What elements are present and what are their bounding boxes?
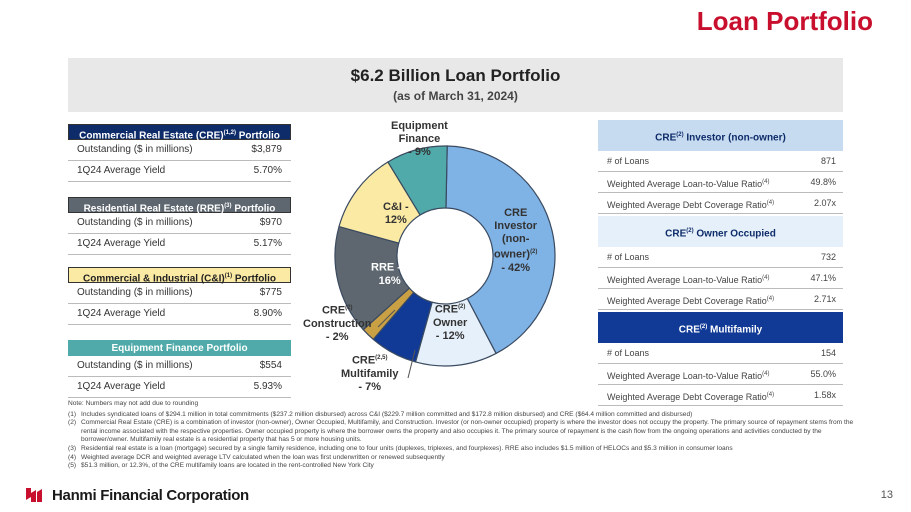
table-row: Outstanding ($ in millions) $3,879 [68,140,291,161]
table-row: 1Q24 Average Yield 5.70% [68,161,291,182]
page-number: 13 [880,489,893,501]
table-header: Commercial Real Estate (CRE)(1,2) Portfo… [68,124,291,141]
table-row: Outstanding ($ in millions) $970 [68,213,291,234]
table-header: CRE(2) Investor (non-owner) [598,120,843,151]
cre-investor-table: CRE(2) Investor (non-owner) # of Loans 87… [598,120,843,214]
company-logo: Hanmi Financial Corporation [24,486,249,504]
table-header: Commercial & Industrial (C&I)(1) Portfol… [68,267,291,284]
table-row: # of Loans 732 [598,247,843,268]
slice-label-cre-owner: CRE(2) Owner - 12% [433,303,468,342]
slice-label-cre-investor: CRE Investor (non- owner)(2) - 42% [494,207,538,274]
company-name: Hanmi Financial Corporation [52,486,249,504]
footnotes: Note: Numbers may not add due to roundin… [68,400,858,471]
table-row: 1Q24 Average Yield 5.93% [68,377,291,398]
banner-title: $6.2 Billion Loan Portfolio [350,66,561,85]
slice-label-cre-construction: CRE(2) Construction - 2% [303,304,372,343]
table-row: Outstanding ($ in millions) $775 [68,283,291,304]
table-row: Weighted Average Loan-to-Value Ratio(4) 4… [598,172,843,193]
cre-owner-occupied-table: CRE(2) Owner Occupied # of Loans 732 Weig… [598,216,843,310]
table-header: CRE(2) Multifamily [598,312,843,343]
rre-portfolio-table: Residential Real Estate (RRE)(3) Portfol… [68,197,291,255]
table-row: 1Q24 Average Yield 8.90% [68,304,291,325]
donut-slice-equipment [387,145,448,216]
donut-slice-investor [445,145,556,355]
banner-subtitle: (as of March 31, 2024) [393,89,518,103]
slice-label-rre: RRE -(3) 16% [371,261,409,287]
ci-portfolio-table: Commercial & Industrial (C&I)(1) Portfol… [68,267,291,325]
title-banner: $6.2 Billion Loan Portfolio (as of March… [68,58,843,112]
table-row: Weighted Average Loan-to-Value Ratio(4) 5… [598,364,843,385]
table-row: Weighted Average Loan-to-Value Ratio(4) 4… [598,268,843,289]
footnote: (3) Residential real estate is a loan (mo… [68,444,733,452]
multifamily-leader-line [407,349,416,379]
footnote: (4) Weighted average DCR and weighted ave… [68,453,445,461]
footnote: (1) Includes syndicated loans of $294.1 m… [68,410,693,418]
table-header: Equipment Finance Portfolio [68,340,291,356]
slice-label-ci: C&I - 12% [383,201,409,226]
table-header: CRE(2) Owner Occupied [598,216,843,247]
footnote-intro: Note: Numbers may not add due to roundin… [68,400,199,407]
equipment-finance-table: Equipment Finance Portfolio Outstanding … [68,340,291,398]
table-row: Outstanding ($ in millions) $554 [68,356,291,377]
table-header: Residential Real Estate (RRE)(3) Portfol… [68,197,291,214]
footnote: (2) Commercial Real Estate (CRE) is a com… [68,419,854,444]
table-row: Weighted Average Debt Coverage Ratio(4) 2… [598,289,843,310]
table-row: Weighted Average Debt Coverage Ratio(4) 2… [598,193,843,214]
table-row: # of Loans 154 [598,343,843,364]
cre-portfolio-table: Commercial Real Estate (CRE)(1,2) Portfo… [68,124,291,182]
cre-multifamily-table: CRE(2) Multifamily # of Loans 154 Weighte… [598,312,843,406]
table-row: Weighted Average Debt Coverage Ratio(4) 1… [598,385,843,406]
slice-label-cre-multifamily: CRE(2,5) Multifamily - 7% [341,354,399,393]
footnote: (5) $51.3 million, or 12.3%, of the CRE m… [68,462,374,470]
table-row: 1Q24 Average Yield 5.17% [68,234,291,255]
table-row: # of Loans 871 [598,151,843,172]
construction-leader-line [377,309,396,328]
page-title: Loan Portfolio [696,6,873,36]
hanmi-logo-icon [26,488,42,502]
slice-label-equipment-finance: Equipment Finance - 9% [391,120,448,158]
